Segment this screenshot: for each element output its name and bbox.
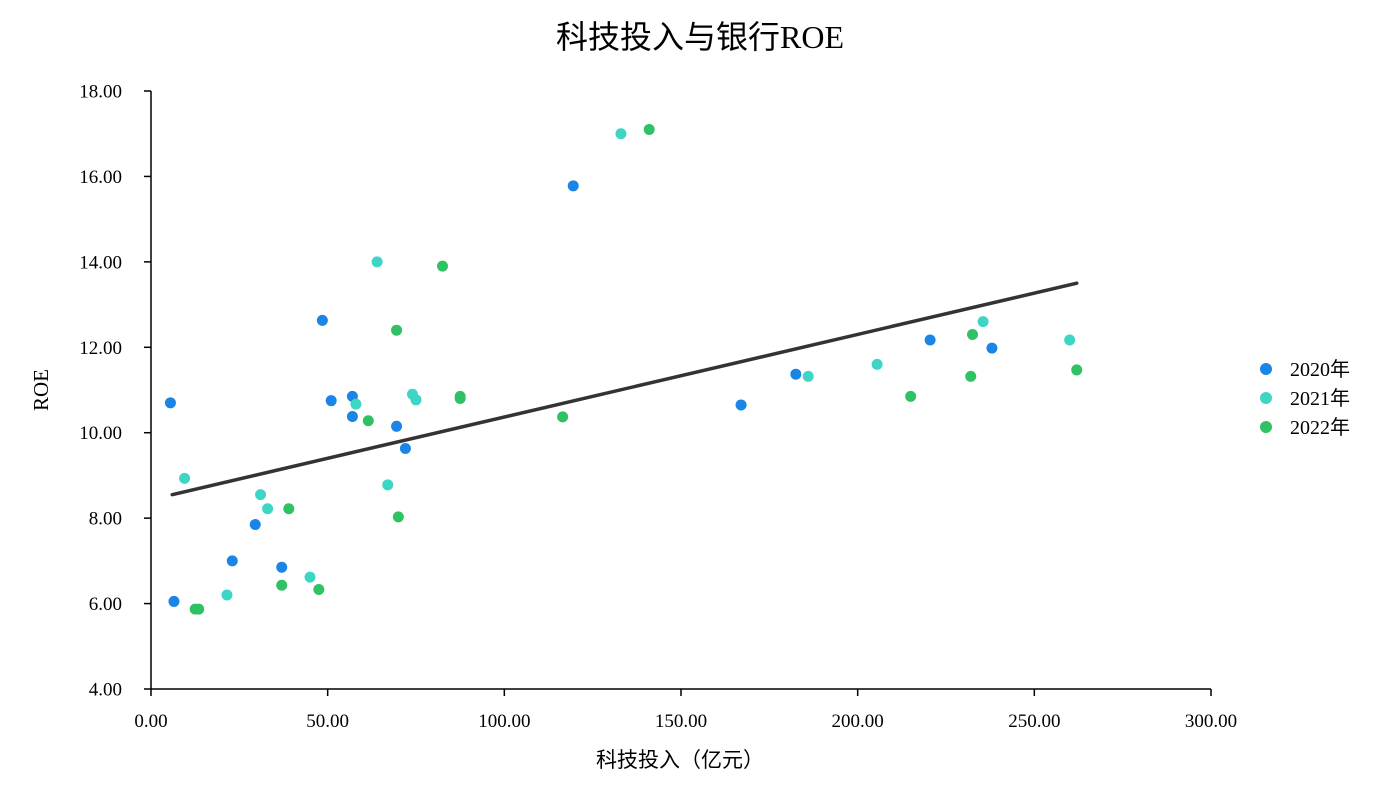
trendline-layer: [170, 281, 1079, 497]
data-point: [304, 571, 316, 583]
x-tick-label: 150.00: [655, 711, 707, 732]
data-point: [1071, 364, 1083, 376]
data-point: [325, 395, 337, 407]
y-tick-label: 18.00: [79, 82, 122, 103]
data-point: [399, 443, 411, 455]
data-point: [221, 589, 233, 601]
data-point: [567, 180, 579, 192]
data-point: [276, 579, 288, 591]
data-point: [179, 472, 191, 484]
legend-label: 2021年: [1290, 387, 1350, 410]
data-point: [1064, 334, 1076, 346]
y-tick-label: 10.00: [79, 423, 122, 444]
series-2: [179, 128, 1076, 601]
x-tick-label: 300.00: [1185, 711, 1237, 732]
data-point: [802, 370, 814, 382]
data-point: [392, 511, 404, 523]
data-point: [193, 603, 205, 615]
x-axis-label: 科技投入（亿元）: [596, 748, 764, 772]
data-point: [382, 479, 394, 491]
y-tick-label: 4.00: [89, 680, 122, 701]
axes: 0.00 50.00 100.00 150.00 200.00 250.00 300.00 4…: [79, 82, 1237, 733]
series-1: [164, 180, 998, 607]
data-point: [350, 398, 362, 410]
data-point: [362, 415, 374, 427]
data-point: [226, 555, 238, 567]
data-point: [437, 260, 448, 272]
series-3: [189, 123, 1083, 615]
data-point: [346, 410, 358, 422]
data-point: [905, 390, 917, 402]
data-point: [391, 420, 403, 432]
data-point: [391, 324, 403, 336]
legend-label: 2022年: [1290, 416, 1350, 439]
data-point: [249, 519, 261, 531]
data-point: [967, 328, 978, 340]
data-point: [313, 583, 325, 595]
data-point: [410, 394, 422, 406]
data-point: [790, 368, 802, 380]
data-point: [262, 503, 274, 515]
y-tick-label: 12.00: [79, 338, 122, 359]
trendline: [170, 281, 1079, 497]
data-points: [164, 123, 1083, 615]
data-point: [977, 316, 989, 328]
data-point: [454, 393, 466, 405]
data-point: [371, 256, 383, 268]
data-point: [283, 503, 295, 515]
legend: 2020年 2021年 2022年: [1260, 358, 1350, 439]
y-axis-label: ROE: [29, 369, 53, 411]
x-tick-label: 0.00: [134, 711, 167, 732]
y-tick-label: 6.00: [89, 594, 122, 615]
chart-title: 科技投入与银行ROE: [556, 19, 844, 55]
x-tick-label: 250.00: [1008, 711, 1060, 732]
data-point: [255, 489, 267, 501]
data-point: [276, 561, 288, 573]
y-tick-label: 8.00: [89, 509, 122, 530]
legend-label: 2020年: [1290, 358, 1350, 381]
data-point: [986, 342, 998, 354]
data-point: [643, 123, 655, 135]
y-tick-label: 16.00: [79, 167, 122, 188]
x-tick-label: 200.00: [832, 711, 884, 732]
data-point: [316, 314, 328, 326]
data-point: [965, 370, 977, 382]
x-tick-label: 100.00: [478, 711, 530, 732]
y-tick-label: 14.00: [79, 252, 122, 273]
data-point: [164, 397, 176, 409]
data-point: [871, 358, 883, 370]
data-point: [924, 334, 936, 346]
legend-marker: [1260, 363, 1272, 375]
data-point: [735, 399, 747, 411]
data-point: [168, 595, 180, 607]
x-tick-label: 50.00: [306, 711, 349, 732]
data-point: [615, 128, 627, 140]
legend-marker: [1260, 421, 1272, 433]
legend-marker: [1260, 392, 1272, 404]
data-point: [557, 411, 569, 423]
